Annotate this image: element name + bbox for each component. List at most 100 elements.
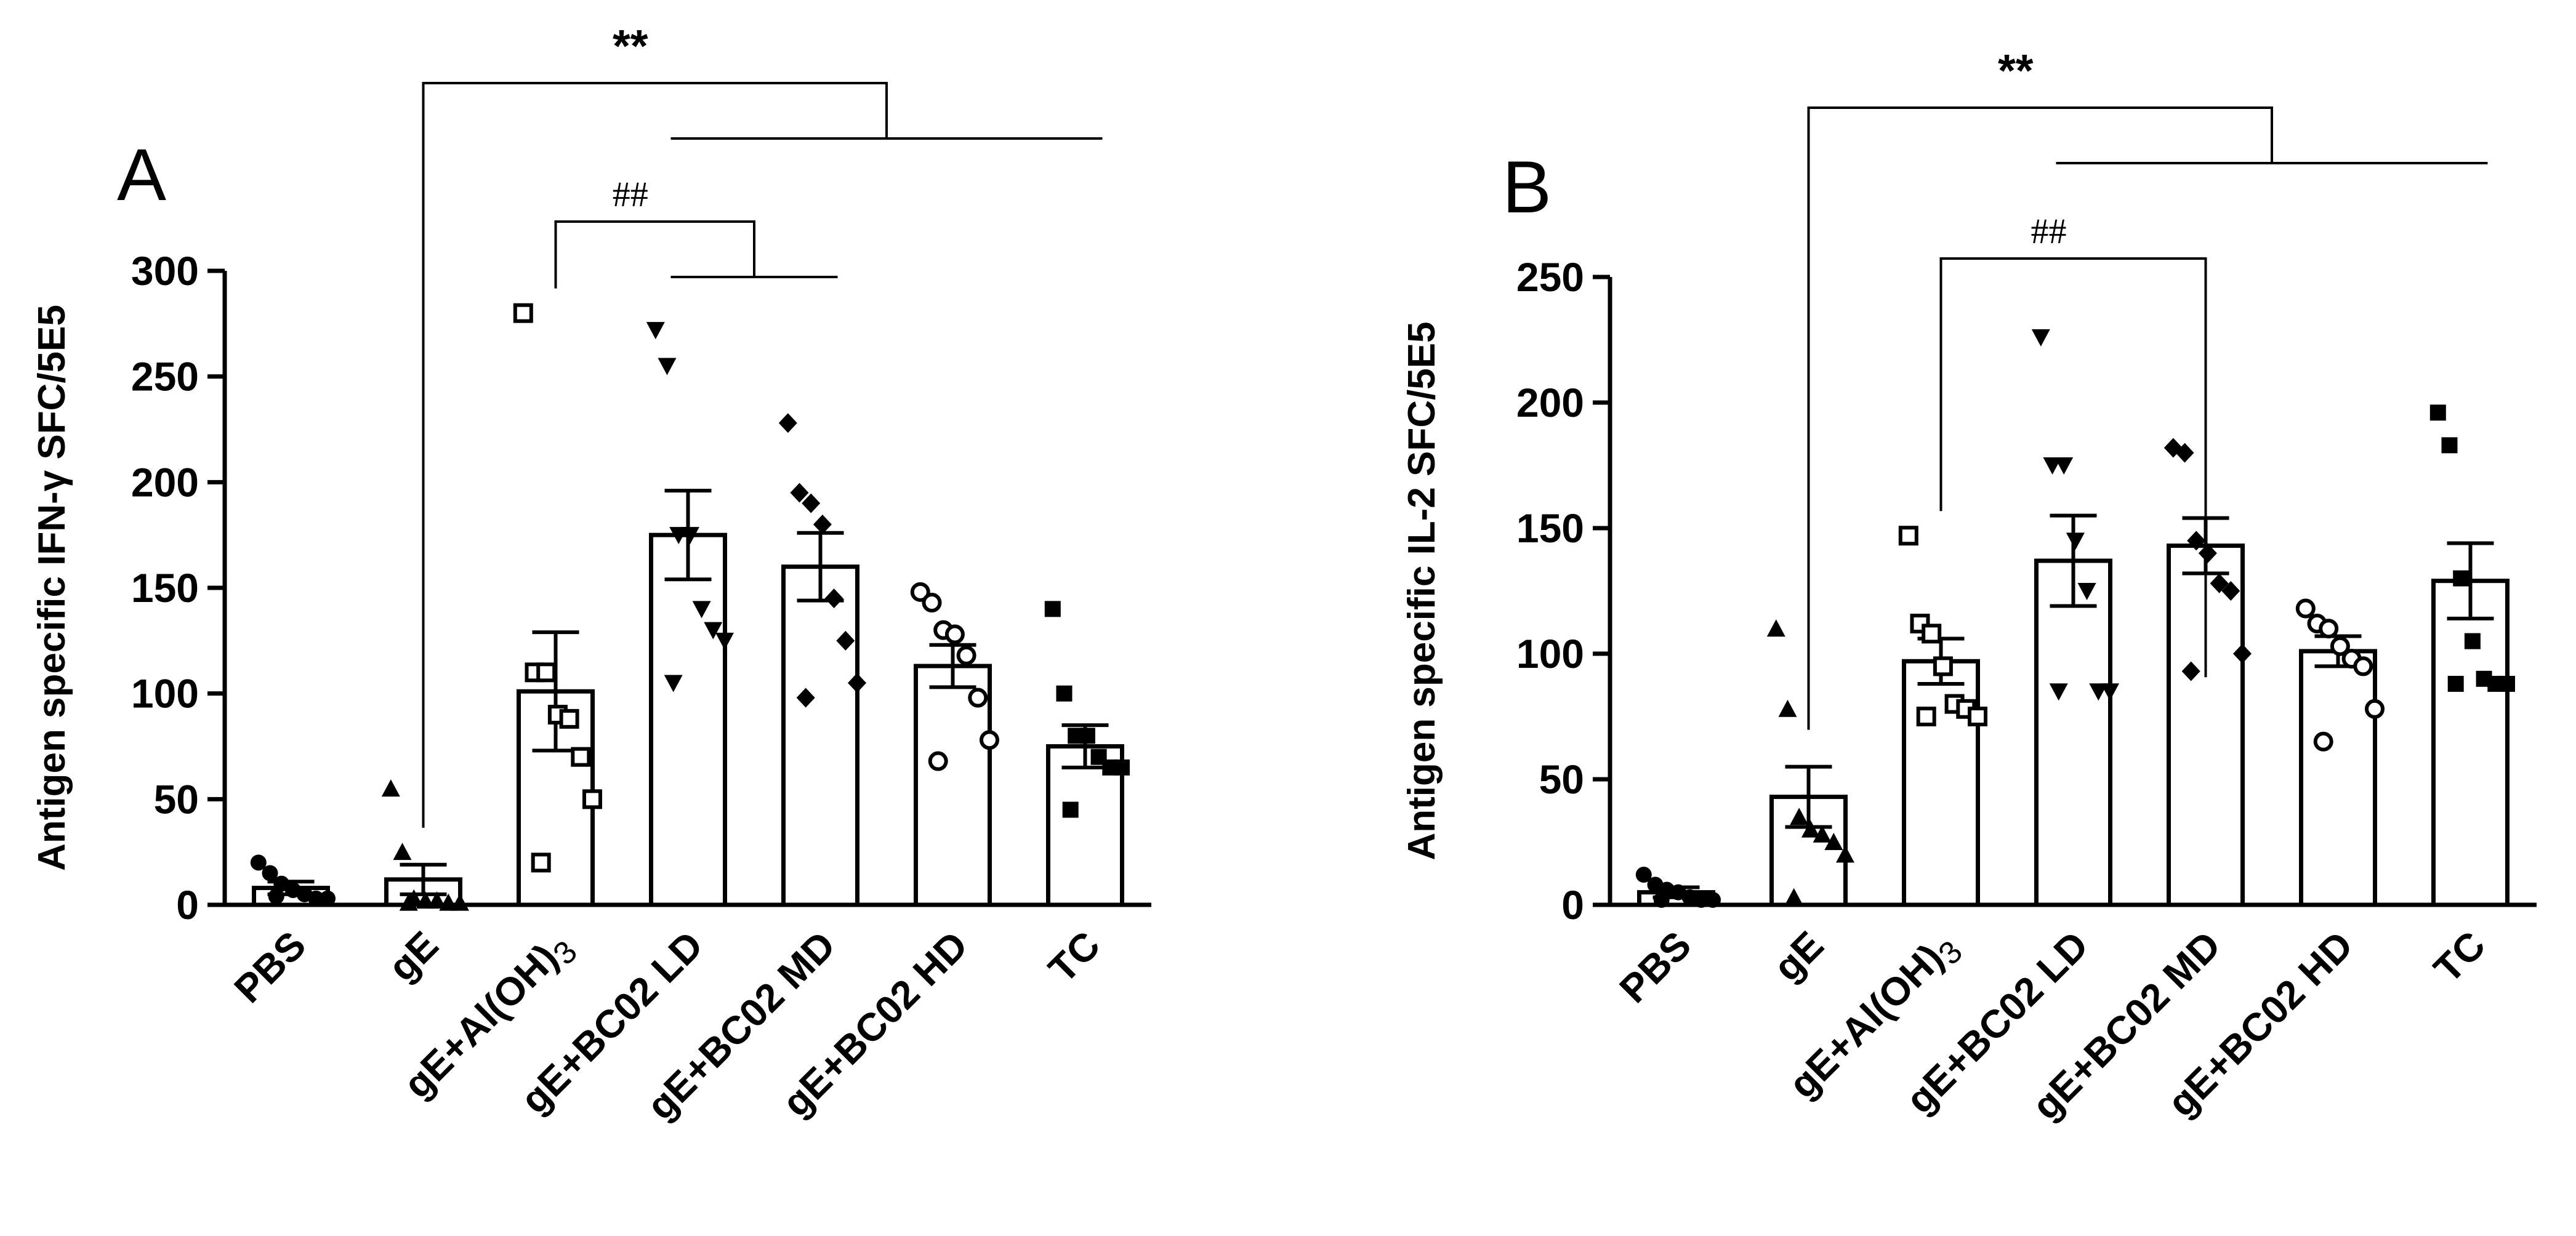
data-point bbox=[1824, 833, 1843, 850]
y-tick-label: 100 bbox=[131, 671, 199, 716]
data-point bbox=[704, 622, 723, 640]
y-tick-label: 0 bbox=[176, 882, 199, 928]
data-point bbox=[2499, 675, 2515, 692]
significance-bracket bbox=[554, 220, 838, 289]
data-point bbox=[399, 893, 418, 911]
y-axis-title: Antigen specific IFN-γ SFC/5E5 bbox=[31, 305, 73, 871]
data-point bbox=[2175, 443, 2194, 463]
y-tick-label: 100 bbox=[1516, 631, 1584, 676]
data-point bbox=[2031, 329, 2050, 347]
data-point bbox=[1778, 699, 1797, 717]
data-point bbox=[393, 843, 412, 861]
data-point bbox=[513, 303, 533, 323]
data-point bbox=[2319, 619, 2339, 639]
data-point bbox=[790, 483, 809, 503]
data-point bbox=[1784, 888, 1803, 905]
bar bbox=[2034, 558, 2112, 907]
data-point bbox=[308, 890, 324, 907]
data-point bbox=[1910, 614, 1930, 634]
data-point bbox=[2187, 531, 2206, 551]
data-point bbox=[2429, 404, 2446, 421]
data-point bbox=[1801, 820, 1820, 838]
x-category-label: TC bbox=[1040, 923, 1108, 991]
y-tick-label: 200 bbox=[131, 459, 199, 505]
data-point bbox=[2077, 583, 2096, 600]
data-point bbox=[692, 601, 711, 619]
y-axis-title: Antigen specific IL-2 SFC/5E5 bbox=[1401, 321, 1443, 860]
panel-b: B 0 50 100 150 200 250 Antigen specific IL-2 SF… bbox=[1401, 45, 2537, 1128]
significance-bracket bbox=[1807, 106, 2488, 730]
data-point bbox=[813, 515, 832, 534]
data-point bbox=[2330, 636, 2350, 656]
data-point bbox=[582, 789, 602, 809]
data-point bbox=[2101, 683, 2119, 701]
y-tick-label: 250 bbox=[1516, 254, 1584, 300]
data-point bbox=[1056, 685, 1073, 702]
data-point bbox=[262, 865, 278, 881]
x-category-subscript: 3 bbox=[546, 934, 584, 971]
data-point bbox=[451, 893, 469, 911]
bar bbox=[1902, 659, 1980, 907]
data-point bbox=[571, 747, 591, 767]
data-point bbox=[2295, 598, 2316, 619]
data-point bbox=[1898, 526, 1918, 546]
data-point bbox=[2441, 437, 2458, 454]
data-point bbox=[250, 854, 267, 871]
y-tick-label: 250 bbox=[131, 354, 199, 399]
data-point bbox=[910, 582, 930, 602]
data-point bbox=[2365, 699, 2385, 719]
data-point bbox=[715, 632, 734, 650]
data-point bbox=[268, 888, 284, 905]
data-point bbox=[778, 413, 797, 433]
data-point bbox=[928, 751, 948, 771]
x-category-label: gE bbox=[380, 923, 447, 990]
y-tick-label: 50 bbox=[154, 776, 199, 822]
data-point bbox=[2055, 457, 2074, 475]
data-point bbox=[2221, 581, 2240, 601]
data-point bbox=[1693, 891, 1710, 908]
y-tick-label: 200 bbox=[1516, 380, 1584, 425]
data-point bbox=[2453, 570, 2469, 587]
significance-label: ## bbox=[613, 174, 648, 214]
significance-bracket bbox=[422, 82, 1103, 828]
data-point bbox=[2210, 573, 2229, 593]
x-category-label: TC bbox=[2425, 923, 2493, 991]
y-tick-label: 300 bbox=[131, 248, 199, 294]
y-tick-label: 150 bbox=[1516, 505, 1584, 551]
data-point bbox=[1044, 601, 1061, 617]
data-point bbox=[680, 527, 699, 545]
data-point bbox=[2353, 656, 2373, 676]
data-point bbox=[531, 853, 551, 873]
significance-label: ** bbox=[1998, 45, 2034, 96]
data-point bbox=[2464, 633, 2481, 649]
data-point bbox=[1079, 728, 1095, 744]
data-point bbox=[980, 730, 999, 750]
data-point bbox=[1836, 845, 1854, 863]
data-point bbox=[1922, 624, 1942, 644]
x-category-label: gE bbox=[1765, 923, 1832, 990]
data-point bbox=[2447, 675, 2464, 692]
data-point bbox=[2198, 543, 2217, 563]
data-point bbox=[1705, 891, 1721, 908]
bar bbox=[2431, 579, 2510, 907]
data-point bbox=[1968, 707, 1987, 726]
data-point bbox=[559, 708, 579, 729]
panel-letter: B bbox=[1502, 146, 1552, 228]
data-point bbox=[1062, 801, 1079, 818]
bar bbox=[2299, 649, 2377, 907]
data-point bbox=[836, 630, 855, 651]
y-tick-label: 0 bbox=[1561, 882, 1584, 928]
significance-label: ## bbox=[2031, 211, 2067, 251]
data-point bbox=[2181, 661, 2200, 681]
x-category-label: PBS bbox=[225, 923, 314, 1011]
data-point bbox=[1766, 619, 1785, 637]
y-tick-label: 150 bbox=[131, 565, 199, 611]
data-point bbox=[320, 890, 336, 907]
data-point bbox=[1635, 867, 1652, 883]
data-point bbox=[427, 891, 446, 909]
data-point bbox=[2049, 683, 2068, 701]
data-point bbox=[664, 675, 683, 692]
data-point bbox=[1114, 759, 1130, 776]
data-point bbox=[646, 322, 665, 340]
